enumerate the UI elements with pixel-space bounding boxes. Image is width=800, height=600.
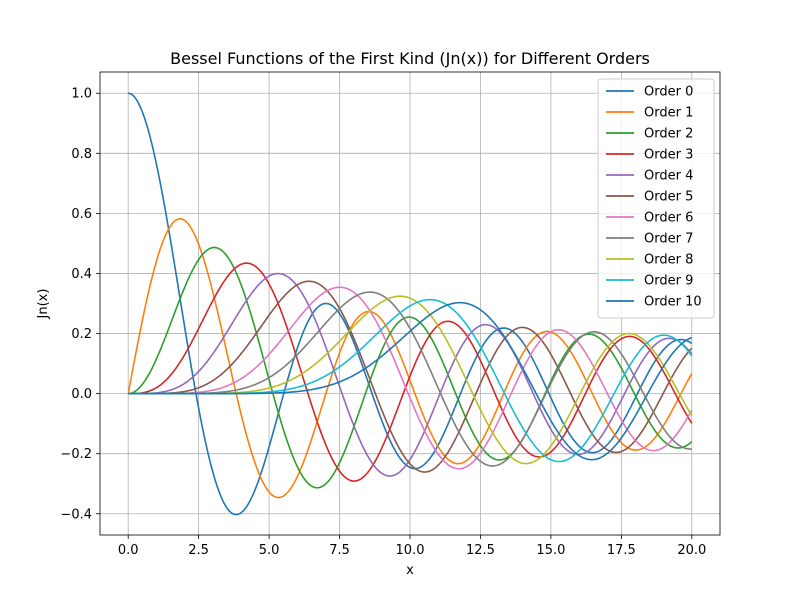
y-tick-label: 1.0 <box>71 87 92 102</box>
series-line-order-1 <box>127 218 693 499</box>
legend-label: Order 6 <box>644 211 693 226</box>
chart-title: Bessel Functions of the First Kind (Jn(x… <box>170 49 650 68</box>
x-tick-label: 17.5 <box>607 543 636 558</box>
x-tick-label: 0.0 <box>118 543 139 558</box>
ticks: 0.0 2.5 5.0 7.5 10.0 12.5 15.0 17.5 20.0 −0.4 −0.2… <box>60 87 706 558</box>
legend: Order 0 Order 1 Order 2 Order 3 Order 4 Order… <box>597 78 715 319</box>
series-line-order-0 <box>128 92 693 516</box>
x-axis-label: x <box>406 563 414 578</box>
series-line-order-6 <box>128 286 693 470</box>
legend-label: Order 9 <box>644 274 693 289</box>
series-line-order-5 <box>128 280 693 473</box>
y-tick-label: 0.2 <box>71 327 92 342</box>
x-tick-label: 15.0 <box>536 543 565 558</box>
series-line-order-2 <box>128 246 693 489</box>
x-tick-label: 20.0 <box>677 543 706 558</box>
y-tick-label: −0.2 <box>60 447 92 462</box>
series-line-order-3 <box>128 262 693 482</box>
legend-label: Order 3 <box>644 148 693 163</box>
legend-label: Order 4 <box>644 169 693 184</box>
legend-label: Order 0 <box>644 85 693 100</box>
legend-label: Order 1 <box>644 106 693 121</box>
legend-label: Order 5 <box>644 190 693 205</box>
series-line-order-7 <box>128 291 692 467</box>
x-tick-label: 12.5 <box>466 543 495 558</box>
series-lines <box>127 92 693 516</box>
legend-label: Order 10 <box>644 295 702 310</box>
legend-label: Order 7 <box>644 232 693 247</box>
legend-label: Order 2 <box>644 127 693 142</box>
x-tick-label: 7.5 <box>329 543 350 558</box>
x-tick-label: 10.0 <box>396 543 425 558</box>
series-line-order-10 <box>128 301 693 461</box>
y-axis-label: Jn(x) <box>36 289 51 320</box>
y-tick-label: 0.4 <box>71 267 92 282</box>
y-tick-label: 0.6 <box>71 207 92 222</box>
x-tick-label: 2.5 <box>188 543 209 558</box>
x-tick-label: 5.0 <box>259 543 280 558</box>
y-tick-label: 0.0 <box>71 387 92 402</box>
y-tick-label: 0.8 <box>71 147 92 162</box>
legend-label: Order 8 <box>644 253 693 268</box>
y-tick-label: −0.4 <box>60 507 92 522</box>
